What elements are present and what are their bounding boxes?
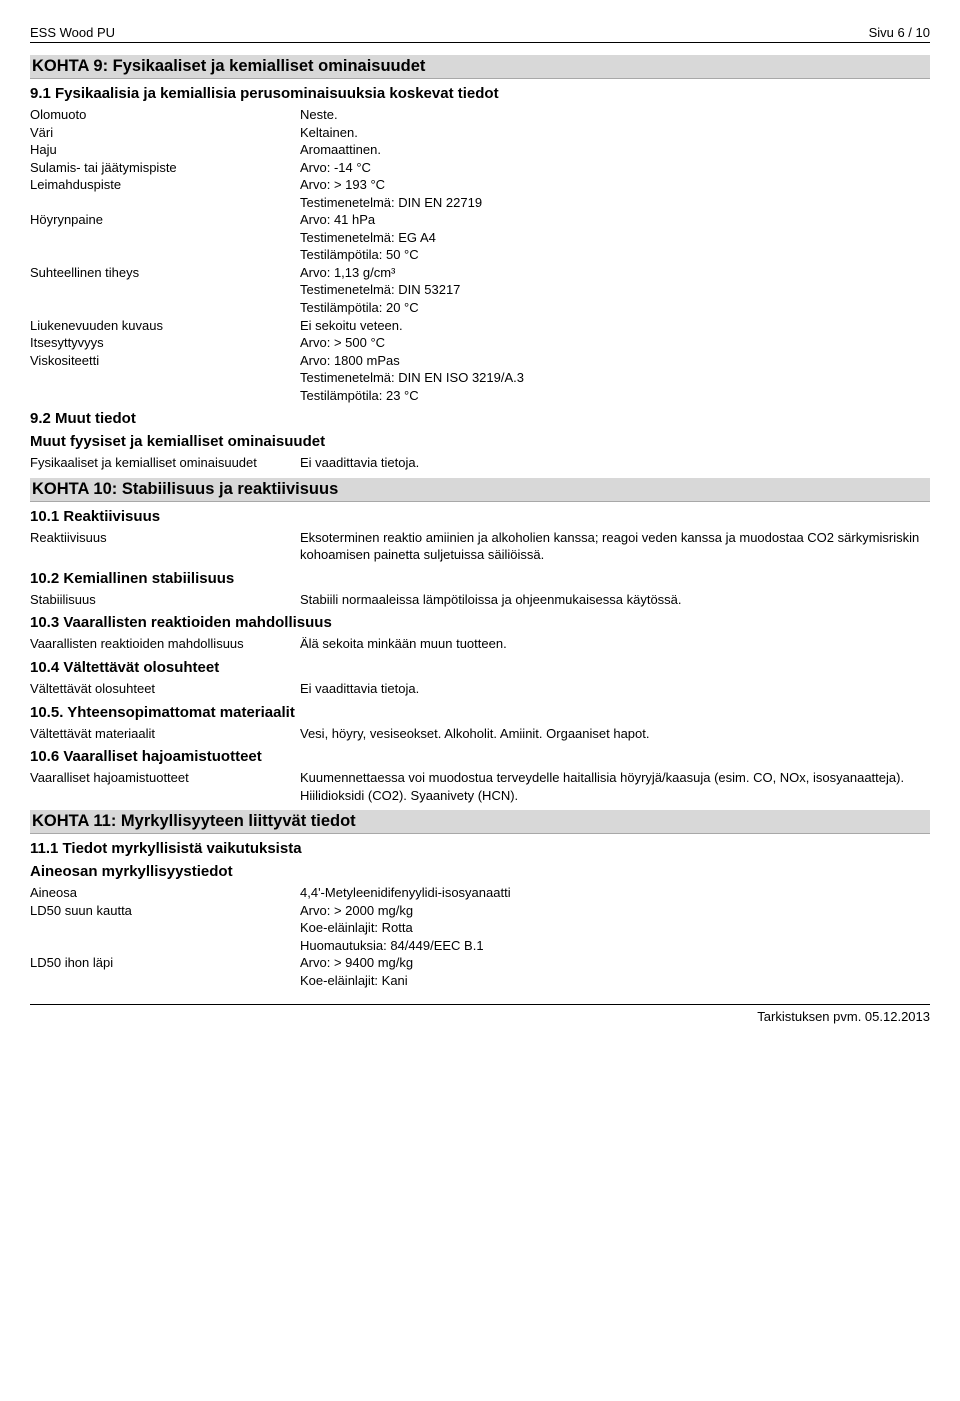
property-row: StabiilisuusStabiili normaaleissa lämpöt… bbox=[30, 591, 930, 609]
property-value: Arvo: 41 hPa bbox=[300, 211, 930, 229]
property-value: Ei vaadittavia tietoja. bbox=[300, 454, 930, 472]
property-value-extra: Testilämpötila: 20 °C bbox=[300, 299, 930, 317]
property-label: LD50 suun kautta bbox=[30, 902, 300, 920]
section10-5-heading: 10.5. Yhteensopimattomat materiaalit bbox=[30, 704, 930, 721]
property-label: Vältettävät olosuhteet bbox=[30, 680, 300, 698]
property-value: 4,4'-Metyleenidifenyylidi-isosyanaatti bbox=[300, 884, 930, 902]
property-row: LD50 ihon läpiArvo: > 9400 mg/kg bbox=[30, 954, 930, 972]
property-value-extra: Testimenetelmä: EG A4 bbox=[300, 229, 930, 247]
property-row: VäriKeltainen. bbox=[30, 124, 930, 142]
property-label: Vältettävät materiaalit bbox=[30, 725, 300, 743]
property-label: Haju bbox=[30, 141, 300, 159]
property-value: Kuumennettaessa voi muodostua terveydell… bbox=[300, 769, 930, 804]
section9-1-heading: 9.1 Fysikaalisia ja kemiallisia perusomi… bbox=[30, 85, 930, 102]
page-header: ESS Wood PU Sivu 6 / 10 bbox=[30, 25, 930, 43]
property-value: Arvo: > 9400 mg/kg bbox=[300, 954, 930, 972]
section9-properties: OlomuotoNeste.VäriKeltainen.HajuAromaatt… bbox=[30, 106, 930, 404]
property-label: Vaaralliset hajoamistuotteet bbox=[30, 769, 300, 804]
property-label: Aineosa bbox=[30, 884, 300, 902]
property-value: Eksoterminen reaktio amiinien ja alkohol… bbox=[300, 529, 930, 564]
section10-4-properties: Vältettävät olosuhteetEi vaadittavia tie… bbox=[30, 680, 930, 698]
section10-title: KOHTA 10: Stabiilisuus ja reaktiivisuus bbox=[30, 478, 930, 502]
property-label: Itsesyttyvyys bbox=[30, 334, 300, 352]
property-label: Fysikaaliset ja kemialliset ominaisuudet bbox=[30, 454, 300, 472]
property-value: Aromaattinen. bbox=[300, 141, 930, 159]
section11-title: KOHTA 11: Myrkyllisyyteen liittyvät tied… bbox=[30, 810, 930, 834]
property-value: Arvo: > 2000 mg/kg bbox=[300, 902, 930, 920]
property-row: Suhteellinen tiheysArvo: 1,13 g/cm³ bbox=[30, 264, 930, 282]
property-value-extra: Testilämpötila: 23 °C bbox=[300, 387, 930, 405]
section10-1-heading: 10.1 Reaktiivisuus bbox=[30, 508, 930, 525]
property-row: ReaktiivisuusEksoterminen reaktio amiini… bbox=[30, 529, 930, 564]
property-row: HöyrynpaineArvo: 41 hPa bbox=[30, 211, 930, 229]
page-number: Sivu 6 / 10 bbox=[869, 25, 930, 40]
property-value: Arvo: 1800 mPas bbox=[300, 352, 930, 370]
property-value: Arvo: > 193 °C bbox=[300, 176, 930, 194]
property-value: Ei vaadittavia tietoja. bbox=[300, 680, 930, 698]
property-label: Höyrynpaine bbox=[30, 211, 300, 229]
property-value-extra: Huomautuksia: 84/449/EEC B.1 bbox=[300, 937, 930, 955]
property-row: Aineosa4,4'-Metyleenidifenyylidi-isosyan… bbox=[30, 884, 930, 902]
revision-date: Tarkistuksen pvm. 05.12.2013 bbox=[757, 1009, 930, 1024]
section9-title: KOHTA 9: Fysikaaliset ja kemialliset omi… bbox=[30, 55, 930, 79]
property-row: Vältettävät olosuhteetEi vaadittavia tie… bbox=[30, 680, 930, 698]
property-label: Olomuoto bbox=[30, 106, 300, 124]
property-value: Arvo: 1,13 g/cm³ bbox=[300, 264, 930, 282]
property-row: Sulamis- tai jäätymispisteArvo: -14 °C bbox=[30, 159, 930, 177]
section10-2-heading: 10.2 Kemiallinen stabiilisuus bbox=[30, 570, 930, 587]
property-label: Vaarallisten reaktioiden mahdollisuus bbox=[30, 635, 300, 653]
property-label: Viskositeetti bbox=[30, 352, 300, 370]
property-value-extra: Testimenetelmä: DIN EN 22719 bbox=[300, 194, 930, 212]
property-value-extra: Testimenetelmä: DIN EN ISO 3219/A.3 bbox=[300, 369, 930, 387]
section11-1-heading: 11.1 Tiedot myrkyllisistä vaikutuksista bbox=[30, 840, 930, 857]
property-value: Arvo: > 500 °C bbox=[300, 334, 930, 352]
property-value-extra: Koe-eläinlajit: Rotta bbox=[300, 919, 930, 937]
property-row: Liukenevuuden kuvausEi sekoitu veteen. bbox=[30, 317, 930, 335]
section10-1-properties: ReaktiivisuusEksoterminen reaktio amiini… bbox=[30, 529, 930, 564]
property-value-extra: Testilämpötila: 50 °C bbox=[300, 246, 930, 264]
property-label: Liukenevuuden kuvaus bbox=[30, 317, 300, 335]
property-row: Vältettävät materiaalitVesi, höyry, vesi… bbox=[30, 725, 930, 743]
property-label: Suhteellinen tiheys bbox=[30, 264, 300, 282]
section11-1b-heading: Aineosan myrkyllisyystiedot bbox=[30, 863, 930, 880]
property-value: Älä sekoita minkään muun tuotteen. bbox=[300, 635, 930, 653]
section9-2-heading: 9.2 Muut tiedot bbox=[30, 410, 930, 427]
property-value-extra: Testimenetelmä: DIN 53217 bbox=[300, 281, 930, 299]
property-row: Vaaralliset hajoamistuotteetKuumennettae… bbox=[30, 769, 930, 804]
section11-properties: Aineosa4,4'-Metyleenidifenyylidi-isosyan… bbox=[30, 884, 930, 989]
section10-2-properties: StabiilisuusStabiili normaaleissa lämpöt… bbox=[30, 591, 930, 609]
property-row: Vaarallisten reaktioiden mahdollisuusÄlä… bbox=[30, 635, 930, 653]
property-label: Väri bbox=[30, 124, 300, 142]
section9-2-properties: Fysikaaliset ja kemialliset ominaisuudet… bbox=[30, 454, 930, 472]
section10-5-properties: Vältettävät materiaalitVesi, höyry, vesi… bbox=[30, 725, 930, 743]
section10-3-heading: 10.3 Vaarallisten reaktioiden mahdollisu… bbox=[30, 614, 930, 631]
property-value: Arvo: -14 °C bbox=[300, 159, 930, 177]
product-name: ESS Wood PU bbox=[30, 25, 115, 40]
property-value: Neste. bbox=[300, 106, 930, 124]
property-row: ViskositeettiArvo: 1800 mPas bbox=[30, 352, 930, 370]
property-row: OlomuotoNeste. bbox=[30, 106, 930, 124]
section10-6-properties: Vaaralliset hajoamistuotteetKuumennettae… bbox=[30, 769, 930, 804]
property-value-extra: Koe-eläinlajit: Kani bbox=[300, 972, 930, 990]
section10-6-heading: 10.6 Vaaralliset hajoamistuotteet bbox=[30, 748, 930, 765]
property-value: Stabiili normaaleissa lämpötiloissa ja o… bbox=[300, 591, 930, 609]
property-value: Ei sekoitu veteen. bbox=[300, 317, 930, 335]
property-value: Keltainen. bbox=[300, 124, 930, 142]
property-row: LD50 suun kauttaArvo: > 2000 mg/kg bbox=[30, 902, 930, 920]
property-row: LeimahduspisteArvo: > 193 °C bbox=[30, 176, 930, 194]
property-row: ItsesyttyvyysArvo: > 500 °C bbox=[30, 334, 930, 352]
section10-3-properties: Vaarallisten reaktioiden mahdollisuusÄlä… bbox=[30, 635, 930, 653]
section9-2b-heading: Muut fyysiset ja kemialliset ominaisuude… bbox=[30, 433, 930, 450]
property-label: Sulamis- tai jäätymispiste bbox=[30, 159, 300, 177]
page-footer: Tarkistuksen pvm. 05.12.2013 bbox=[30, 1004, 930, 1024]
property-label: Stabiilisuus bbox=[30, 591, 300, 609]
property-label: LD50 ihon läpi bbox=[30, 954, 300, 972]
property-row: Fysikaaliset ja kemialliset ominaisuudet… bbox=[30, 454, 930, 472]
property-label: Leimahduspiste bbox=[30, 176, 300, 194]
property-row: HajuAromaattinen. bbox=[30, 141, 930, 159]
section10-4-heading: 10.4 Vältettävät olosuhteet bbox=[30, 659, 930, 676]
property-label: Reaktiivisuus bbox=[30, 529, 300, 564]
property-value: Vesi, höyry, vesiseokset. Alkoholit. Ami… bbox=[300, 725, 930, 743]
